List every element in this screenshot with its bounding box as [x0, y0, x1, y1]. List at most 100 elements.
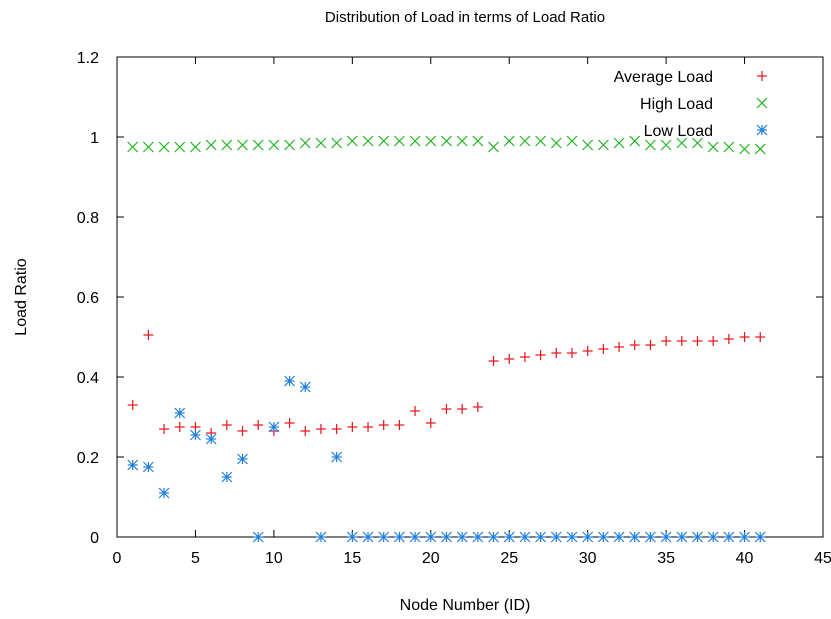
data-point	[503, 135, 515, 147]
data-point	[158, 141, 170, 153]
data-point	[488, 356, 499, 366]
data-point	[550, 137, 562, 149]
data-point	[127, 141, 139, 153]
data-point	[315, 137, 327, 149]
data-point	[362, 531, 374, 543]
data-point	[221, 139, 233, 151]
data-point	[331, 424, 342, 434]
data-point	[363, 422, 374, 432]
data-point	[661, 336, 672, 346]
data-point	[127, 400, 138, 410]
y-tick-label: 0.4	[77, 370, 99, 387]
data-point	[410, 406, 421, 416]
data-point	[331, 137, 343, 149]
data-point	[299, 381, 311, 393]
series-average-load	[127, 330, 766, 438]
data-point	[582, 346, 593, 356]
data-point	[739, 143, 750, 155]
data-point	[597, 139, 609, 151]
data-point	[409, 531, 421, 543]
data-point	[143, 330, 154, 340]
data-point	[394, 420, 405, 430]
data-point	[346, 135, 358, 147]
data-point	[174, 141, 186, 153]
x-tick-label: 45	[814, 550, 831, 567]
y-tick-label: 1.2	[77, 50, 99, 67]
data-point	[205, 433, 217, 445]
data-point	[174, 407, 186, 419]
data-point	[299, 137, 311, 149]
data-point	[629, 531, 641, 543]
data-point	[755, 332, 766, 342]
legend-marker	[756, 124, 768, 136]
data-point	[566, 135, 578, 147]
data-point	[754, 531, 766, 543]
data-point	[519, 135, 531, 147]
data-point	[393, 135, 405, 147]
data-point	[723, 334, 734, 344]
data-point	[566, 348, 577, 358]
data-point	[315, 424, 326, 434]
data-point	[582, 139, 594, 151]
data-point	[613, 137, 625, 149]
data-point	[519, 531, 531, 543]
data-point	[566, 531, 578, 543]
data-point	[127, 459, 139, 471]
y-tick-label: 0.2	[77, 450, 99, 467]
data-point	[237, 453, 248, 465]
data-points	[127, 135, 766, 543]
data-point	[550, 531, 562, 543]
data-point	[331, 451, 343, 463]
data-point	[425, 135, 437, 147]
data-point	[425, 531, 437, 543]
legend-label: Low Load	[644, 123, 713, 140]
data-point	[504, 354, 515, 364]
data-point	[629, 135, 641, 147]
data-point	[237, 139, 248, 151]
data-point	[456, 135, 468, 147]
data-point	[708, 336, 719, 346]
data-point	[692, 336, 703, 346]
data-point	[739, 332, 750, 342]
data-point	[205, 139, 217, 151]
x-tick-label: 5	[191, 550, 200, 567]
data-point	[190, 141, 201, 153]
data-point	[472, 402, 483, 412]
y-axis-label: Load Ratio	[13, 258, 30, 335]
data-point	[393, 531, 405, 543]
x-tick-label: 25	[500, 550, 518, 567]
y-tick-label: 0.6	[77, 290, 99, 307]
data-point	[707, 531, 719, 543]
data-point	[739, 531, 750, 543]
axis-ticks: 0 5 10 15 20 25 30 35 40 45 0 0.2 0.4 0.6 0.8 1 1.2	[77, 50, 831, 567]
data-point	[644, 139, 656, 151]
x-tick-label: 40	[736, 550, 754, 567]
data-point	[252, 139, 264, 151]
data-point	[535, 135, 547, 147]
x-axis-label: Node Number (ID)	[400, 597, 531, 614]
data-point	[158, 487, 170, 499]
data-point	[441, 404, 452, 414]
data-point	[582, 531, 594, 543]
data-point	[488, 141, 499, 153]
data-point	[284, 418, 295, 428]
chart-title: Distribution of Load in terms of Load Ra…	[325, 9, 605, 26]
data-point	[692, 137, 703, 149]
data-point	[629, 340, 640, 350]
data-point	[535, 350, 546, 360]
x-tick-label: 20	[422, 550, 440, 567]
data-point	[409, 135, 421, 147]
x-tick-label: 0	[113, 550, 122, 567]
data-point	[284, 139, 296, 151]
data-point	[503, 531, 515, 543]
data-point	[142, 461, 154, 473]
data-point	[221, 420, 232, 430]
y-tick-label: 0.8	[77, 210, 99, 227]
series-high-load	[127, 135, 766, 155]
data-point	[723, 141, 735, 153]
legend-label: Average Load	[614, 69, 713, 86]
data-point	[190, 429, 201, 441]
data-point	[660, 531, 672, 543]
data-point	[159, 424, 170, 434]
